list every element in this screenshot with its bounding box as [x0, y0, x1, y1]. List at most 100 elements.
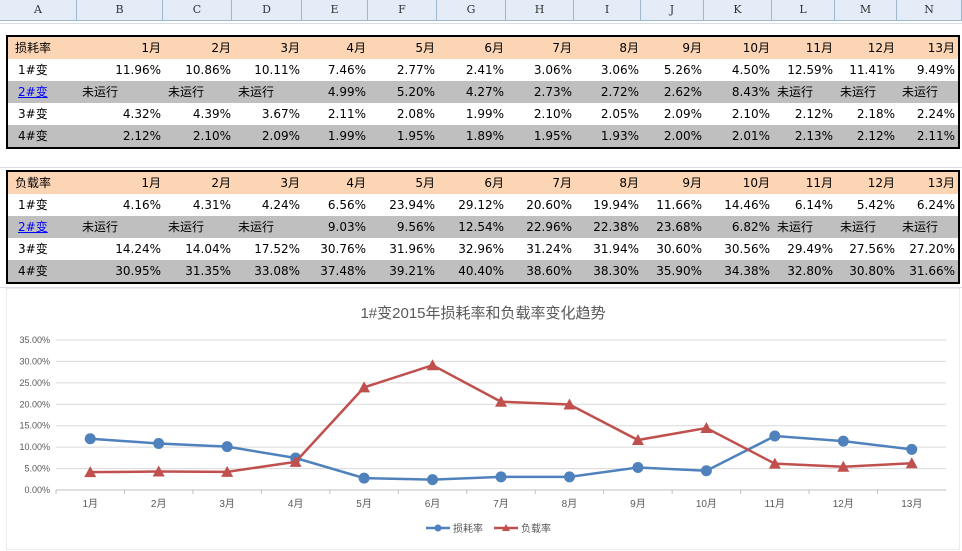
month-header-cell[interactable]: 1月 [141, 176, 161, 190]
row-label-cell[interactable]: 3#变 [8, 238, 78, 260]
month-header-cell[interactable]: 8月 [619, 176, 639, 190]
month-header-cell[interactable]: 3月 [280, 176, 300, 190]
value-cell[interactable]: 1.99% [327, 129, 366, 143]
value-cell[interactable]: 4.24% [261, 198, 300, 212]
data-point[interactable] [289, 455, 302, 467]
column-header-j[interactable]: J [641, 0, 704, 20]
value-cell[interactable]: 30.95% [115, 264, 161, 278]
column-header-m[interactable]: M [835, 0, 897, 20]
row-label-cell[interactable]: 4#变 [8, 125, 78, 147]
value-cell[interactable]: 10.86% [185, 63, 231, 77]
data-point[interactable] [631, 434, 644, 446]
value-cell[interactable]: 1.93% [600, 129, 639, 143]
value-cell[interactable]: 2.13% [794, 129, 833, 143]
value-cell[interactable]: 1.99% [465, 107, 504, 121]
data-point[interactable] [152, 465, 165, 477]
value-cell[interactable]: 32.96% [458, 242, 504, 256]
value-cell[interactable]: 31.66% [909, 264, 955, 278]
value-cell[interactable]: 2.01% [731, 129, 770, 143]
value-cell[interactable]: 34.38% [724, 264, 770, 278]
value-cell[interactable]: 6.56% [327, 198, 366, 212]
data-point[interactable] [769, 430, 781, 442]
value-cell[interactable]: 10.11% [254, 63, 300, 77]
value-cell[interactable]: 5.20% [396, 85, 435, 99]
status-cell[interactable]: 未运行 [840, 220, 877, 234]
value-cell[interactable]: 2.77% [396, 63, 435, 77]
row-label-cell[interactable]: 1#变 [8, 194, 78, 216]
value-cell[interactable]: 2.08% [396, 107, 435, 121]
value-cell[interactable]: 38.30% [593, 264, 639, 278]
value-cell[interactable]: 9.49% [916, 63, 955, 77]
value-cell[interactable]: 2.09% [261, 129, 300, 143]
value-cell[interactable]: 2.10% [192, 129, 231, 143]
data-point[interactable] [563, 398, 576, 410]
legend-item[interactable]: 损耗率 [426, 522, 483, 535]
value-cell[interactable]: 2.09% [663, 107, 702, 121]
value-cell[interactable]: 5.42% [856, 198, 895, 212]
value-cell[interactable]: 38.60% [526, 264, 572, 278]
value-cell[interactable]: 1.95% [396, 129, 435, 143]
status-cell[interactable]: 未运行 [82, 220, 119, 234]
status-cell[interactable]: 未运行 [82, 85, 119, 99]
data-point[interactable] [837, 435, 849, 447]
data-point[interactable] [358, 381, 371, 393]
value-cell[interactable]: 3.67% [261, 107, 300, 121]
value-cell[interactable]: 5.26% [663, 63, 702, 77]
month-header-cell[interactable]: 2月 [211, 176, 231, 190]
data-point[interactable] [84, 433, 96, 445]
row-label-cell[interactable]: 2#变 [8, 216, 78, 238]
empty-row[interactable] [0, 146, 962, 168]
value-cell[interactable]: 32.80% [787, 264, 833, 278]
value-cell[interactable]: 14.46% [724, 198, 770, 212]
month-header-cell[interactable]: 10月 [742, 176, 770, 190]
value-cell[interactable]: 9.03% [327, 220, 366, 234]
month-header-cell[interactable]: 2月 [211, 41, 231, 55]
value-cell[interactable]: 4.99% [327, 85, 366, 99]
value-cell[interactable]: 6.14% [794, 198, 833, 212]
table-title-cell[interactable]: 损耗率 [15, 41, 52, 55]
month-header-cell[interactable]: 12月 [867, 41, 895, 55]
row-label-cell[interactable]: 2#变 [8, 81, 78, 103]
table-title-cell[interactable]: 负载率 [15, 176, 52, 190]
column-header-n[interactable]: N [897, 0, 962, 20]
value-cell[interactable]: 12.59% [787, 63, 833, 77]
value-cell[interactable]: 2.62% [663, 85, 702, 99]
legend-item[interactable]: 负载率 [494, 522, 551, 535]
transformer-link[interactable]: 2#变 [18, 85, 48, 99]
value-cell[interactable]: 6.82% [731, 220, 770, 234]
value-cell[interactable]: 4.39% [192, 107, 231, 121]
data-point[interactable] [358, 472, 370, 484]
column-header-f[interactable]: F [368, 0, 437, 20]
value-cell[interactable]: 17.52% [254, 242, 300, 256]
value-cell[interactable]: 4.27% [465, 85, 504, 99]
value-cell[interactable]: 37.48% [320, 264, 366, 278]
column-header-k[interactable]: K [704, 0, 772, 20]
column-header-i[interactable]: I [574, 0, 641, 20]
value-cell[interactable]: 4.50% [731, 63, 770, 77]
status-cell[interactable]: 未运行 [777, 85, 814, 99]
status-cell[interactable]: 未运行 [168, 220, 205, 234]
month-header-cell[interactable]: 9月 [682, 176, 702, 190]
month-header-cell[interactable]: 4月 [346, 176, 366, 190]
value-cell[interactable]: 2.10% [533, 107, 572, 121]
value-cell[interactable]: 30.60% [656, 242, 702, 256]
data-point[interactable] [495, 395, 507, 407]
data-point[interactable] [563, 471, 575, 483]
value-cell[interactable]: 22.38% [593, 220, 639, 234]
value-cell[interactable]: 2.05% [600, 107, 639, 121]
value-cell[interactable]: 2.72% [600, 85, 639, 99]
column-header-c[interactable]: C [163, 0, 232, 20]
value-cell[interactable]: 30.80% [849, 264, 895, 278]
month-header-cell[interactable]: 3月 [280, 41, 300, 55]
data-point[interactable] [768, 457, 781, 469]
row-label-cell[interactable]: 1#变 [8, 59, 78, 81]
column-header-e[interactable]: E [302, 0, 368, 20]
column-header-a[interactable]: A [0, 0, 77, 20]
value-cell[interactable]: 19.94% [593, 198, 639, 212]
value-cell[interactable]: 35.90% [656, 264, 702, 278]
month-header-cell[interactable]: 5月 [415, 41, 435, 55]
value-cell[interactable]: 33.08% [254, 264, 300, 278]
status-cell[interactable]: 未运行 [238, 85, 275, 99]
value-cell[interactable]: 4.32% [122, 107, 161, 121]
data-point[interactable] [632, 461, 644, 473]
